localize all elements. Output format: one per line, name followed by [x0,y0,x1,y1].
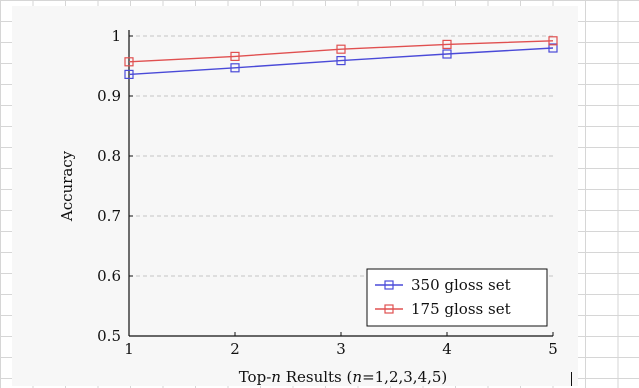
legend-label-0: 350 gloss set [411,276,511,294]
y-axis-title: Accuracy [58,150,76,222]
series-1-point-0 [124,57,134,67]
legend-label-1: 175 gloss set [411,300,511,318]
x-axis-title-part-4: =1,2,3,4,5) [362,368,447,386]
x-axis-title: Top-n Results (n=1,2,3,4,5) [239,368,448,386]
y-tick-label-2: 0.7 [97,207,121,225]
x-axis-title-part-2: Results ( [281,368,352,386]
series-line-0 [128,47,554,76]
series-0-point-2 [336,55,346,66]
x-axis-title-part-1: n [271,368,281,386]
x-tick-label-0: 1 [124,340,134,358]
x-tick-label-2: 3 [336,340,346,358]
y-tick-label-5: 1 [111,27,121,45]
legend-box [366,268,548,327]
x-axis-title-part-3: n [352,368,362,386]
y-tick-label-4: 0.9 [97,87,121,105]
series-1-point-2 [336,44,346,54]
x-axis-title-part-0: Top- [239,368,272,386]
series-0-point-0 [124,69,134,80]
series-0-point-3 [442,49,452,59]
series-line-1 [128,40,554,63]
y-tick-label-3: 0.8 [97,147,121,165]
series-0-point-1 [230,63,240,73]
series-0-point-4 [548,43,558,53]
series-1-point-3 [442,39,452,50]
y-tick-label-0: 0.5 [97,327,121,345]
legend-marker-1 [384,304,394,314]
x-tick-label-3: 4 [442,340,452,358]
y-tick-label-1: 0.6 [97,267,121,285]
text-cursor [571,372,572,386]
series-1-point-4 [548,36,558,46]
legend-marker-0 [384,280,394,290]
x-tick-label-4: 5 [548,340,558,358]
x-tick-label-1: 2 [230,340,240,358]
series-1-point-1 [230,51,240,62]
